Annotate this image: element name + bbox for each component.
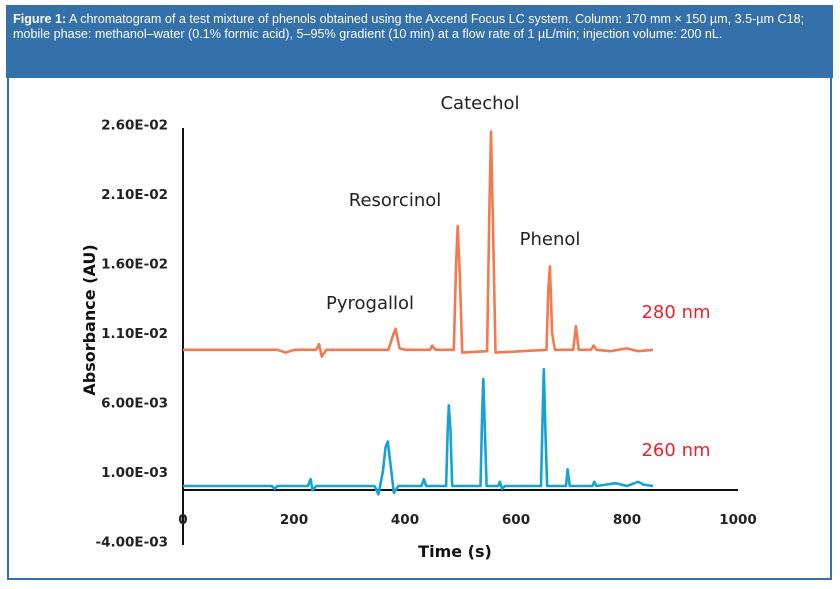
y-tick-label: 6.00E-03 — [101, 396, 168, 412]
figure-caption: Figure 1: A chromatogram of a test mixtu… — [6, 5, 833, 78]
peak-label-resorcinol: Resorcinol — [349, 190, 442, 211]
y-tick-label: 2.60E-02 — [101, 118, 168, 134]
x-tick-label: 400 — [391, 512, 419, 528]
y-tick-label: 2.10E-02 — [101, 187, 168, 203]
series-line-280-nm — [183, 130, 654, 358]
y-tick-label: 1.10E-02 — [101, 326, 168, 342]
series-label-260-nm: 260 nm — [641, 440, 710, 461]
figure-frame — [7, 78, 832, 580]
y-axis-title: Absorbance (AU) — [80, 244, 99, 395]
x-tick-label: 200 — [280, 512, 308, 528]
peak-label-catechol: Catechol — [440, 93, 519, 114]
caption-label: Figure 1: — [13, 12, 67, 26]
x-tick-label: 0 — [178, 512, 187, 528]
peak-label-pyrogallol: Pyrogallol — [326, 293, 414, 314]
x-axis-title: Time (s) — [418, 542, 492, 561]
series-label-280-nm: 280 nm — [641, 302, 710, 323]
peak-label-phenol: Phenol — [520, 229, 581, 250]
x-tick-label: 1000 — [719, 512, 757, 528]
y-tick-label: 1.60E-02 — [101, 257, 168, 273]
caption-text: A chromatogram of a test mixture of phen… — [13, 12, 805, 41]
series-line-260-nm — [183, 367, 654, 496]
y-tick-label: 1.00E-03 — [101, 465, 168, 481]
x-tick-label: 800 — [613, 512, 641, 528]
y-tick-label: -4.00E-03 — [95, 535, 168, 551]
x-tick-label: 600 — [502, 512, 530, 528]
